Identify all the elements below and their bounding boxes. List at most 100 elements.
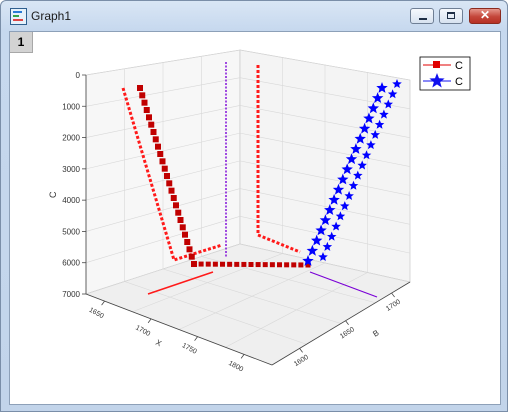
blue-star-marker — [345, 153, 358, 165]
red-data-marker — [188, 253, 195, 260]
red-data-marker — [175, 209, 182, 216]
z-axis-ticks: 0 1000 2000 3000 4000 5000 6000 7000 — [62, 71, 86, 299]
blue-star-marker — [361, 150, 372, 160]
layer-tab[interactable]: 1 — [10, 32, 33, 53]
red-data-marker — [173, 202, 179, 209]
red-data-marker — [262, 262, 268, 268]
red-left-projection — [121, 87, 223, 262]
graph-window-icon[interactable] — [10, 8, 27, 25]
red-floor-projection — [147, 271, 214, 295]
close-icon: ✕ — [479, 8, 491, 22]
blue-star-marker — [357, 160, 367, 170]
y-tick-mark — [299, 348, 303, 353]
red-data-marker — [177, 217, 184, 223]
red-data-marker — [212, 261, 218, 267]
title-bar[interactable]: Graph1 ✕ — [1, 1, 507, 31]
red-data-marker — [166, 180, 173, 187]
red-data-marker — [164, 173, 170, 179]
y-tick-mark — [345, 320, 349, 325]
maximize-button[interactable] — [439, 8, 463, 24]
red-data-marker — [152, 136, 159, 143]
blue-star-marker — [379, 109, 389, 119]
blue-star-marker — [371, 92, 384, 103]
red-data-marker — [143, 107, 150, 113]
red-data-marker — [161, 165, 168, 172]
red-data-marker — [269, 262, 275, 268]
x-tick-label: 1800 — [227, 360, 244, 374]
x-tick-mark — [240, 354, 245, 359]
red-data-marker — [277, 262, 282, 268]
maximize-icon — [447, 12, 455, 19]
blue-star-marker — [340, 201, 350, 211]
red-data-marker — [146, 114, 152, 121]
red-data-marker — [248, 262, 254, 267]
red-data-marker — [191, 261, 197, 267]
3d-scatter-plot[interactable]: 0 1000 2000 3000 4000 5000 6000 7000 1650 1700 17… — [10, 32, 500, 404]
red-data-marker — [186, 246, 193, 253]
legend-blue-star-icon — [429, 73, 445, 88]
series-blue-stars — [225, 62, 402, 298]
blue-star-marker — [327, 231, 337, 241]
z-axis-title: C — [48, 191, 58, 198]
blue-star-marker — [315, 224, 327, 236]
blue-star-marker — [358, 122, 371, 134]
red-data-marker — [179, 224, 186, 231]
red-data-marker — [298, 262, 304, 268]
red-data-marker — [137, 85, 143, 91]
minimize-button[interactable] — [410, 8, 434, 24]
red-data-marker — [150, 129, 157, 135]
red-data-marker — [170, 195, 177, 201]
red-data-marker — [184, 239, 191, 245]
y-axis-line — [271, 281, 411, 366]
x-tick-label: 1700 — [134, 324, 151, 338]
blue-star-marker — [348, 180, 359, 190]
y-tick-label: 1650 — [339, 326, 356, 340]
red-data-marker — [284, 262, 290, 268]
blue-star-marker — [311, 234, 323, 246]
blue-star-marker — [341, 163, 353, 175]
blue-star-marker — [366, 140, 376, 150]
blue-star-marker — [350, 143, 362, 154]
x-tick-mark — [147, 318, 152, 324]
blue-floor-projection — [309, 271, 378, 298]
legend-red-square-icon — [433, 61, 440, 68]
red-data-marker — [198, 261, 204, 267]
legend-label-red: C — [455, 60, 463, 72]
minimize-icon — [419, 18, 427, 20]
red-data-marker — [220, 261, 225, 267]
blue-star-marker — [344, 190, 354, 200]
red-data-marker — [141, 99, 148, 106]
close-button[interactable]: ✕ — [469, 8, 501, 24]
red-data-marker — [255, 262, 261, 268]
red-data-marker — [182, 231, 188, 238]
red-data-marker — [291, 262, 297, 268]
x-axis-line — [85, 293, 273, 366]
graph-page[interactable]: 1 0 1000 2000 3000 4000 5000 6000 7000 1650 1700… — [9, 31, 501, 405]
blue-star-marker — [354, 132, 366, 144]
blue-star-marker — [370, 129, 380, 139]
y-tick-label: 1700 — [385, 299, 402, 313]
blue-star-marker — [324, 204, 336, 215]
blue-star-marker — [337, 173, 349, 185]
z-tick-label: 2000 — [62, 134, 80, 143]
legend-label-blue: C — [455, 76, 463, 88]
red-data-marker — [168, 187, 175, 194]
x-axis-title: X — [154, 338, 164, 349]
y-tick-mark — [391, 292, 395, 298]
red-data-marker — [155, 143, 161, 150]
z-tick-label: 3000 — [62, 165, 80, 174]
z-tick-label: 1000 — [62, 102, 80, 111]
blue-star-marker — [322, 241, 333, 251]
y-axis-title: B — [371, 328, 380, 338]
red-data-marker — [205, 261, 211, 267]
window-title: Graph1 — [31, 9, 72, 23]
blue-star-marker — [392, 79, 402, 88]
red-data-marker — [159, 158, 166, 165]
legend[interactable]: C C — [419, 56, 471, 91]
z-tick-label: 5000 — [62, 227, 80, 236]
blue-star-marker — [331, 221, 341, 231]
blue-star-marker — [383, 99, 393, 109]
red-back-projection — [256, 65, 301, 254]
blue-star-marker — [353, 170, 363, 180]
blue-star-marker — [318, 252, 328, 261]
